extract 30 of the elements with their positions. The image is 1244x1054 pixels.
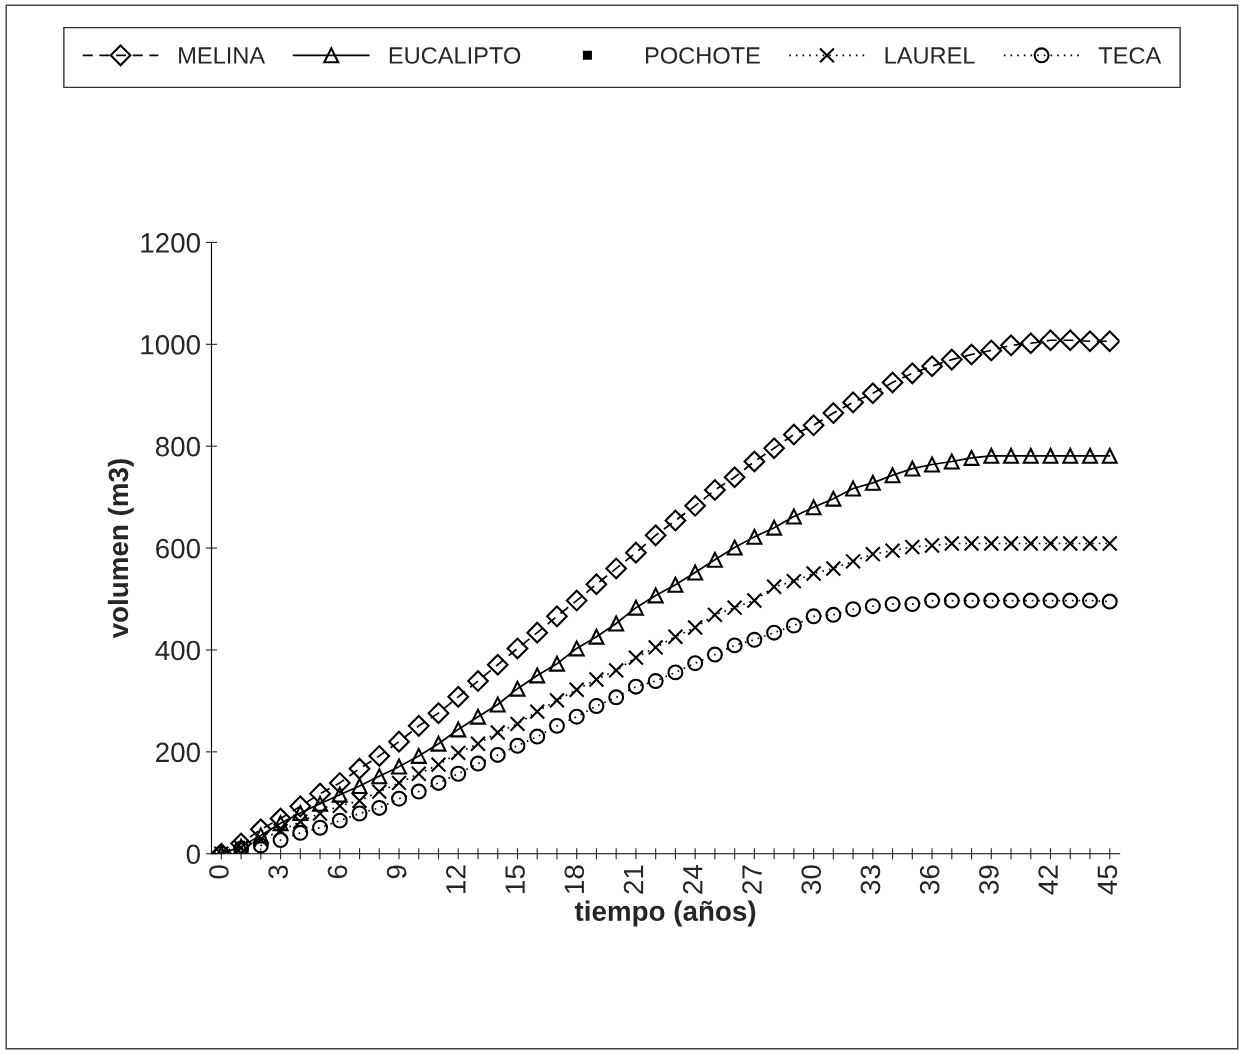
x-tick-label: 27 bbox=[742, 865, 762, 894]
y-tick-label: 0 bbox=[186, 844, 200, 865]
y-tick-label: 1000 bbox=[141, 334, 200, 355]
x-tick-label: 3 bbox=[268, 865, 289, 879]
x-tick-label: 39 bbox=[979, 865, 999, 894]
legend-label: POCHOTE bbox=[646, 47, 760, 64]
x-tick-label: 15 bbox=[505, 865, 525, 893]
y-tick-label: 1200 bbox=[141, 233, 200, 253]
x-tick-label: 9 bbox=[386, 865, 407, 879]
x-tick-label: 36 bbox=[919, 865, 940, 894]
x-tick-label: 33 bbox=[860, 865, 881, 894]
x-tick-label: 18 bbox=[564, 865, 585, 893]
x-tick-label: 24 bbox=[682, 864, 703, 894]
x-tick-label: 6 bbox=[327, 865, 348, 879]
y-tick-label: 800 bbox=[155, 436, 200, 457]
legend-label: LAUREL bbox=[885, 47, 975, 64]
x-tick-label: 45 bbox=[1097, 865, 1118, 895]
x-axis-title: tiempo (años) bbox=[574, 900, 756, 927]
legend-label: MELINA bbox=[179, 47, 266, 64]
y-tick-label: 400 bbox=[155, 640, 200, 661]
x-tick-label: 21 bbox=[623, 865, 644, 894]
x-tick-label: 12 bbox=[446, 865, 466, 893]
legend-label: EUCALIPTO bbox=[389, 47, 521, 64]
y-tick-label: 600 bbox=[156, 538, 200, 559]
x-tick-label: 30 bbox=[801, 865, 822, 894]
y-axis-title: volumen (m3) bbox=[107, 459, 134, 639]
x-tick-label: 42 bbox=[1038, 865, 1058, 895]
x-tick-label: 0 bbox=[209, 865, 229, 879]
legend-label: TECA bbox=[1098, 47, 1162, 64]
y-tick-label: 200 bbox=[156, 742, 200, 763]
